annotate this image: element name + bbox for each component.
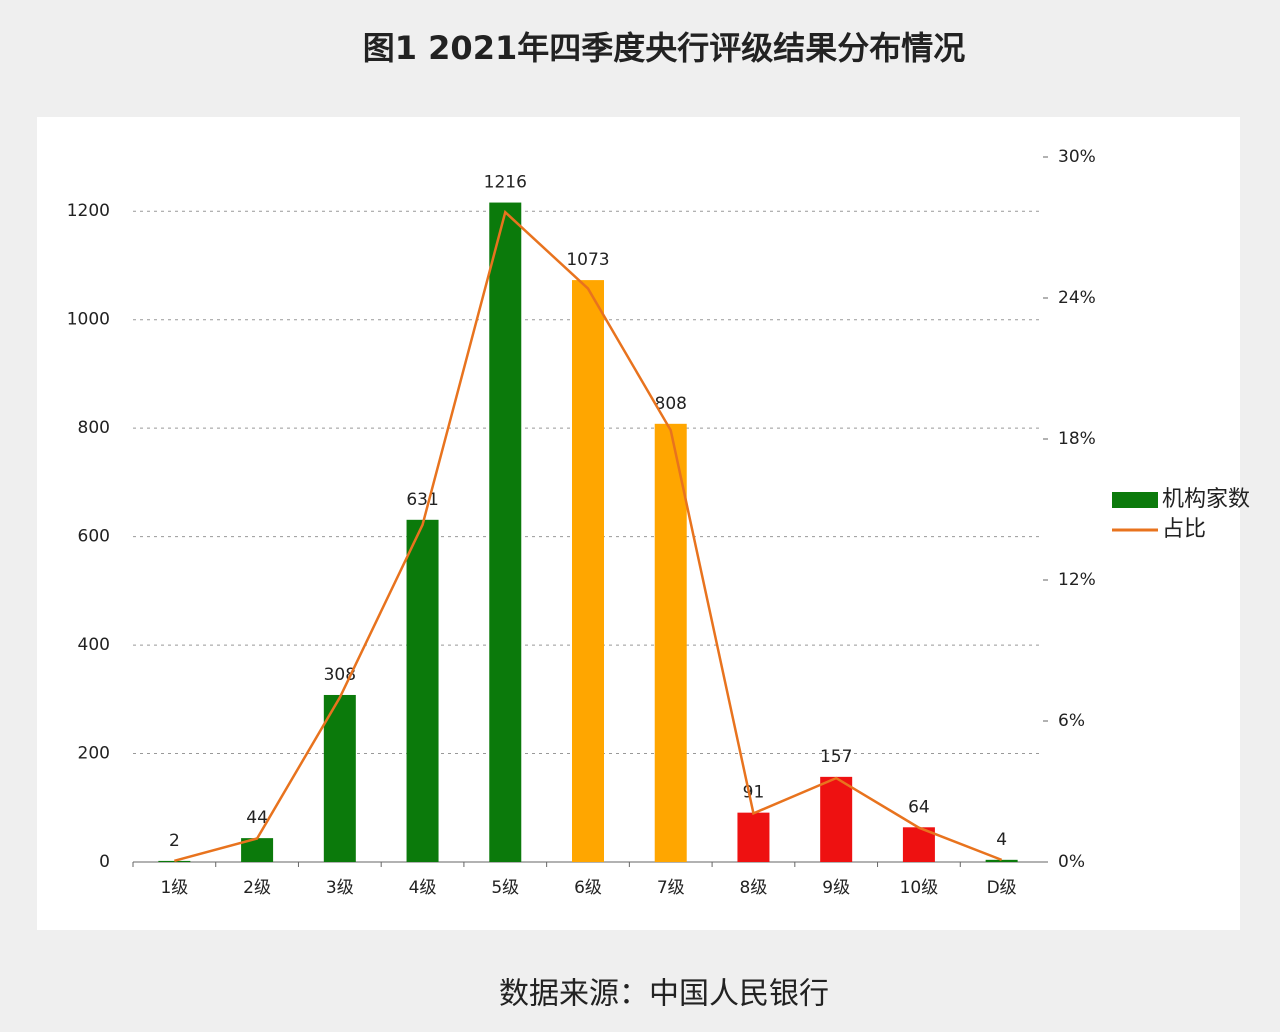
- y2-tick-label: 0%: [1058, 852, 1085, 872]
- x-tick-label: 5级: [491, 878, 519, 898]
- data-label: 91: [743, 783, 765, 803]
- data-label: 808: [655, 394, 687, 414]
- y2-tick-label: 6%: [1058, 711, 1085, 731]
- line: [174, 209, 1003, 863]
- x-tick-label: 4级: [409, 878, 437, 898]
- x-tick-label: 8级: [740, 878, 768, 898]
- bar: [572, 280, 604, 862]
- data-label: 64: [908, 797, 930, 817]
- y-tick-label: 800: [78, 418, 110, 438]
- y-tick-label: 600: [78, 527, 110, 547]
- y2-tick-label: 12%: [1058, 570, 1096, 590]
- y-tick-label: 1000: [67, 310, 110, 330]
- x-tick-label: 1级: [160, 878, 188, 898]
- data-label: 44: [246, 808, 268, 828]
- x-tick-label: D级: [987, 878, 1017, 898]
- bar: [406, 519, 439, 862]
- y2-tick-label: 18%: [1058, 429, 1096, 449]
- y-tick-label: 400: [78, 635, 110, 655]
- legend-label: 占比: [1162, 517, 1206, 542]
- bar: [654, 423, 687, 862]
- data-label: 2: [169, 831, 180, 851]
- data-label: 157: [820, 747, 852, 767]
- x-tick-label: 6级: [574, 878, 602, 898]
- y2-tick-label: 24%: [1058, 288, 1096, 308]
- y2-tick-label: 30%: [1058, 147, 1096, 167]
- data-label: 1216: [484, 173, 527, 193]
- x-tick-label: 3级: [326, 878, 354, 898]
- data-label: 631: [406, 490, 438, 510]
- source-note: 数据来源：中国人民银行: [499, 977, 829, 1012]
- data-label: 1073: [566, 250, 609, 270]
- x-tick-label: 9级: [822, 878, 850, 898]
- legend-swatch: [1112, 492, 1158, 508]
- legend-label: 机构家数: [1162, 487, 1250, 512]
- data-label: 4: [996, 830, 1007, 850]
- bar: [489, 202, 522, 863]
- bar: [158, 860, 191, 862]
- chart-title: 图1 2021年四季度央行评级结果分布情况: [363, 29, 965, 67]
- x-tick-label: 2级: [243, 878, 271, 898]
- x-tick-label: 10级: [900, 878, 939, 898]
- bar: [737, 812, 770, 862]
- bar: [985, 859, 1018, 862]
- bar: [323, 694, 356, 862]
- x-tick-label: 7级: [657, 878, 685, 898]
- y-tick-label: 200: [78, 744, 110, 764]
- y-tick-label: 0: [99, 852, 110, 872]
- plot-panel: [37, 117, 1240, 930]
- bar: [820, 776, 853, 862]
- y-tick-label: 1200: [67, 201, 110, 221]
- bar: [241, 838, 274, 862]
